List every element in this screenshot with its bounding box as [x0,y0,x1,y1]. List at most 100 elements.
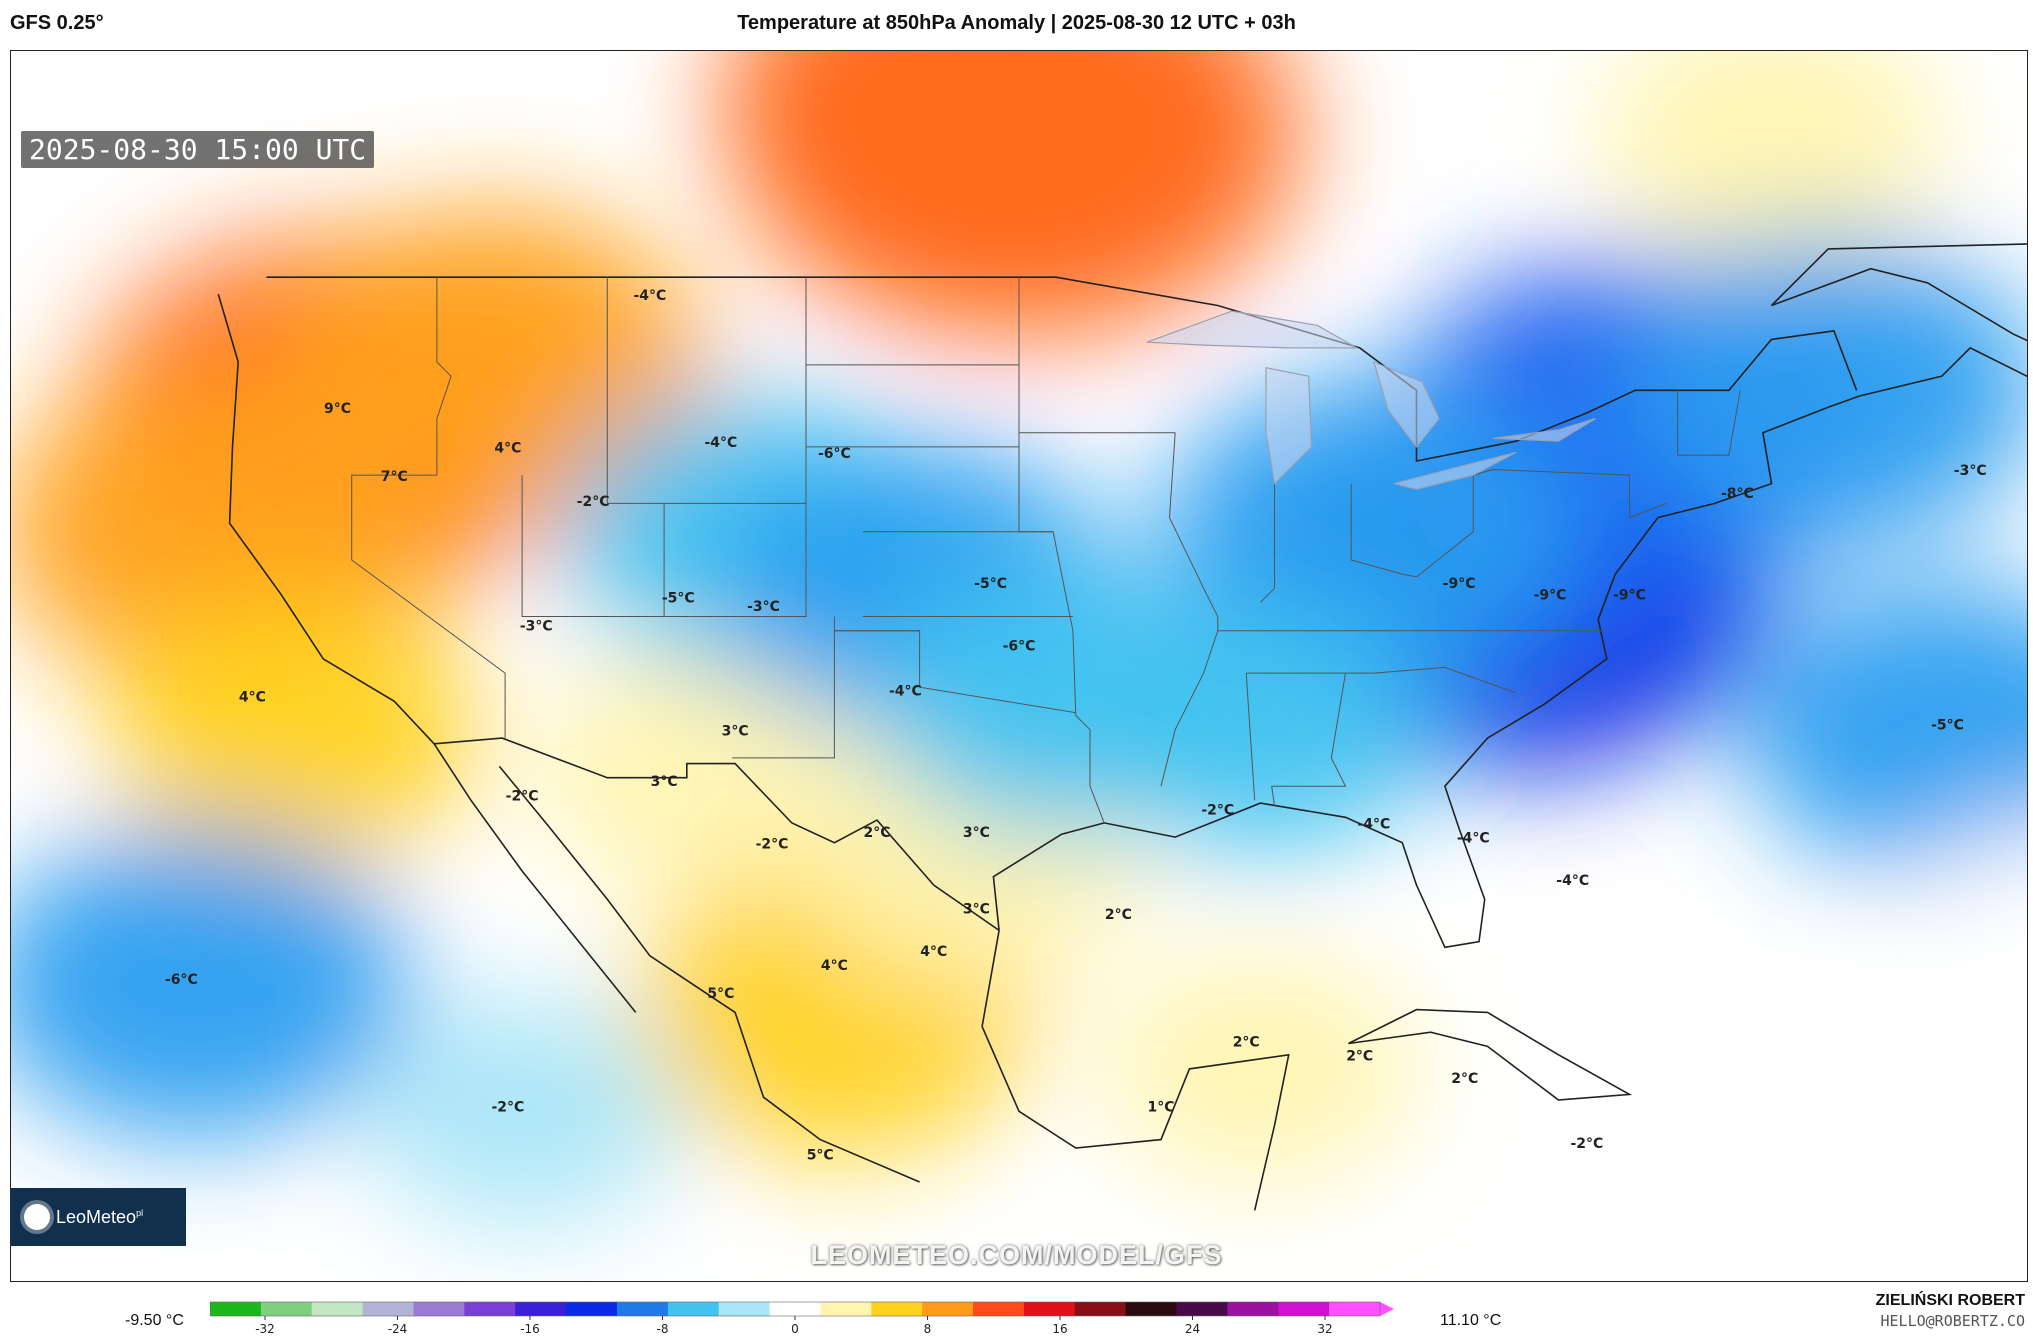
state-line-13 [1160,432,1219,787]
isotherm-label: 2°C [863,825,890,841]
colorbar-tick-label: 8 [924,1322,932,1336]
us-canada-border [266,276,1858,462]
colorbar-min-label: -9.50 °C [125,1312,184,1329]
colorbar-segment [1023,1302,1076,1316]
state-line-20 [1271,673,1347,807]
colorbar-segment [1278,1302,1330,1316]
isotherm-label: -2°C [1570,1136,1603,1152]
colorbar-segment [1176,1302,1228,1316]
colorbar-tick-label: 32 [1317,1322,1332,1336]
anomaly-region-22 [1911,824,2027,1031]
sun-icon [24,1204,50,1230]
colorbar-segment [515,1302,567,1316]
isotherm-label: -6°C [165,972,198,988]
isotherm-label: 4°C [239,689,266,705]
isotherm-label: -4°C [1457,831,1490,847]
colorbar-segment [1074,1302,1127,1316]
state-line-2 [606,277,807,504]
state-line-5 [732,616,835,759]
state-line-22 [1089,729,1105,824]
map-canvas[interactable]: 9°C 4°C 7°C -4°C -4°C -6°C -2°C -5°C -3°C -3°C -5°… [11,51,2027,1281]
isotherm-label: -4°C [704,435,737,451]
leometeo-logo[interactable]: LeoMeteopl [10,1188,186,1246]
colorbar-segment [1329,1302,1381,1316]
isotherm-label: 2°C [1346,1048,1373,1064]
colorbar-tick-label: -32 [255,1322,275,1336]
isotherm-label: -2°C [506,788,539,804]
colorbar-tick-label: 24 [1185,1322,1200,1336]
us-mexico-border [434,737,1000,932]
isotherm-label: -4°C [1556,873,1589,889]
isotherm-label: -9°C [1443,576,1476,592]
logo-suffix: pl [136,1207,144,1218]
anomaly-region-19 [1614,235,2027,546]
anomaly-field [11,51,2027,1227]
isotherm-label: 3°C [722,723,749,739]
author-block: ZIELIŃSKI ROBERT HELLO@ROBERTZ.CO [1876,1292,2025,1330]
isotherm-label: -2°C [756,836,789,852]
anomaly-region-10 [1102,953,1419,1184]
isotherm-label: -2°C [491,1099,524,1115]
mexico-gulf-coast [981,930,1290,1211]
isotherm-label: -8°C [1721,486,1754,502]
colorbar-segment [1125,1302,1178,1316]
colorbar-max-label: 11.10 °C [1440,1312,1502,1329]
map-title: Temperature at 850hPa Anomaly | 2025-08-… [737,12,1296,34]
colorbar-segment [464,1302,516,1316]
isotherm-label: -4°C [1357,817,1390,833]
isotherm-label: -6°C [818,446,851,462]
isotherm-label: 4°C [494,441,521,457]
pacific-coast [217,293,637,1013]
anomaly-region-17 [1088,604,1433,855]
author-email[interactable]: HELLO@ROBERTZ.CO [1880,1312,2026,1330]
colorbar-segment [667,1302,720,1316]
isotherm-label: 3°C [651,774,678,790]
isotherm-label: 3°C [963,825,990,841]
colorbar-tick-label: -24 [388,1322,408,1336]
isotherm-label: -6°C [1003,638,1036,654]
isotherm-label: -2°C [577,494,610,510]
model-label: GFS 0.25° [10,12,104,34]
colorbar-segment [1227,1302,1279,1316]
colorbar-segment [871,1302,923,1316]
colorbar-segment [922,1302,974,1316]
anomaly-region-1 [735,51,1303,341]
isotherm-label: -5°C [1931,718,1964,734]
anomaly-region-21 [364,996,681,1227]
isotherm-label: -2°C [1201,802,1234,818]
isotherm-label: -9°C [1534,588,1567,604]
state-lines [351,277,506,739]
state-line-15 [1350,475,1474,578]
isotherm-label: -3°C [747,599,780,615]
lake-erie [1393,451,1517,490]
colorbar-segment [413,1302,465,1316]
isotherm-label: 5°C [707,986,734,1002]
anomaly-region-6 [1599,51,1944,261]
isotherm-labels: 9°C 4°C 7°C -4°C -4°C -6°C -2°C -5°C -3°C -3°C -5°… [165,288,1987,1164]
gulf-coast [992,395,1860,949]
colorbar-right-arrow [1380,1302,1394,1316]
site-watermark: LEOMETEO.COM/MODEL/GFS [810,1240,1223,1270]
lake-huron [1372,360,1440,448]
map-area[interactable]: 9°C 4°C 7°C -4°C -4°C -6°C -2°C -5°C -3°C -3°C -5°… [10,50,2028,1282]
logo-text: LeoMeteo [56,1206,137,1227]
political-boundaries [217,243,2027,1211]
anomaly-region-5 [108,594,481,865]
colorbar-segment [362,1302,414,1316]
canada-east-coast [1770,243,2027,397]
anomaly-region-20 [11,829,410,1140]
isotherm-label: -9°C [1613,588,1646,604]
anomaly-region-3 [279,207,708,518]
isotherm-label: 4°C [821,958,848,974]
isotherm-label: 5°C [807,1147,834,1163]
isotherm-label: -3°C [1954,463,1987,479]
isotherm-label: -4°C [889,684,922,700]
colorbar-tick-label: 16 [1052,1322,1067,1336]
state-line-16 [1473,468,1667,519]
lake-michigan [1265,366,1313,485]
isotherm-label: 3°C [963,901,990,917]
colorbar-segment [210,1302,262,1316]
colorbar-tick-label: -16 [520,1322,540,1336]
isotherm-label: -5°C [662,590,695,606]
colorbar-segment [260,1302,313,1316]
